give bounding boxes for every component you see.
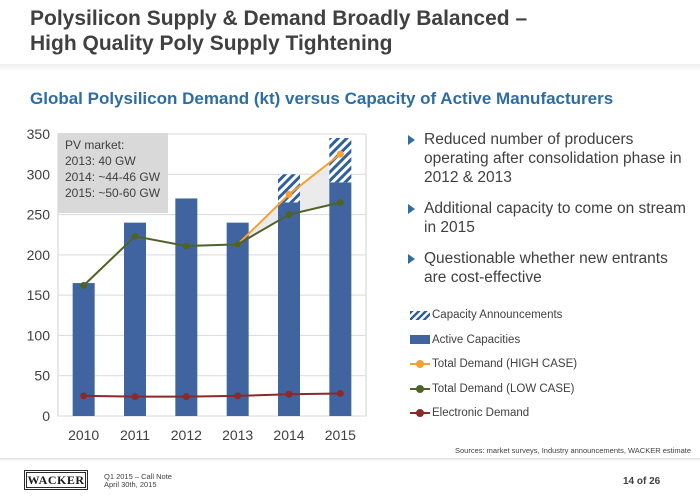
series-point: [285, 190, 293, 198]
series-point: [182, 393, 190, 401]
series-line: [83, 392, 341, 398]
triangle-bullet-icon: [408, 135, 415, 145]
legend-item-demand-low: Total Demand (LOW CASE): [410, 377, 577, 402]
legend-label: Total Demand (LOW CASE): [432, 382, 575, 395]
bar-active-capacity: [226, 222, 249, 416]
title-divider: [0, 64, 700, 72]
series-point: [234, 240, 242, 248]
source-note: Sources: market surveys, Industry announ…: [455, 446, 692, 455]
bar-swatch-icon: [410, 335, 430, 345]
pv-market-box: [58, 133, 168, 213]
line-marker-swatch-icon: [410, 358, 430, 370]
series-point: [234, 392, 242, 400]
bar-active-capacity: [72, 283, 95, 416]
wacker-logo: WACKER: [24, 470, 88, 490]
pv-market-line4: 2015: ~50-60 GW: [65, 186, 161, 200]
bullet-text: Reduced number of producers operating af…: [424, 131, 682, 186]
slide-title-line1: Polysilicon Supply & Demand Broadly Bala…: [30, 7, 528, 30]
slide-title: Polysilicon Supply & Demand Broadly Bala…: [30, 6, 590, 56]
y-tick-label: 50: [34, 368, 50, 384]
pv-market-line1: PV market:: [65, 138, 124, 152]
triangle-bullet-icon: [408, 204, 415, 214]
line-marker-swatch-icon: [410, 407, 430, 419]
x-tick-label: 2010: [68, 427, 99, 443]
y-tick-label: 350: [27, 126, 51, 142]
chart-subtitle: Global Polysilicon Demand (kt) versus Ca…: [30, 89, 614, 108]
bar-active-capacity: [124, 222, 146, 416]
line-marker-swatch-icon: [410, 383, 430, 395]
slide-title-line2: High Quality Poly Supply Tightening: [30, 32, 393, 55]
legend-item-electronic-demand: Electronic Demand: [410, 401, 577, 426]
series-point: [131, 232, 139, 240]
bullet-item: Additional capacity to come on stream in…: [408, 199, 688, 237]
pv-market-line2: 2013: 40 GW: [65, 154, 136, 168]
bar-active-capacity: [278, 202, 300, 416]
bullet-text: Additional capacity to come on stream in…: [424, 200, 686, 236]
x-tick-label: 2011: [120, 427, 150, 443]
series-point: [285, 211, 293, 219]
series-point: [131, 393, 139, 401]
x-tick-label: 2015: [325, 427, 356, 443]
series-point: [182, 242, 190, 250]
x-tick-label: 2012: [171, 427, 202, 443]
bar-active-capacity: [329, 182, 352, 416]
chart: 0 50 100 150 200 250 300 350 2010 2011 2012 2013 201…: [27, 126, 367, 443]
logo-text: WACKER: [27, 472, 85, 487]
series-point: [80, 281, 88, 289]
bar-capacity-announcement: [278, 174, 300, 203]
y-tick-label: 200: [27, 247, 51, 263]
y-tick-label: 250: [27, 207, 51, 223]
x-tick-label: 2014: [273, 427, 304, 443]
y-tick-label: 0: [42, 408, 50, 424]
legend-item-active-capacities: Active Capacities: [410, 328, 577, 353]
bullet-item: Questionable whether new entrants are co…: [408, 249, 688, 287]
y-tick-label: 300: [27, 166, 51, 182]
legend-item-demand-high: Total Demand (HIGH CASE): [410, 352, 577, 377]
footer-note-line2: April 30th, 2015: [104, 480, 157, 489]
chart-legend: Capacity Announcements Active Capacities…: [410, 303, 577, 426]
legend-label: Electronic Demand: [432, 407, 530, 420]
bar-active-capacity: [175, 198, 198, 416]
bullet-item: Reduced number of producers operating af…: [408, 130, 688, 187]
series-point: [336, 150, 344, 158]
bullet-text: Questionable whether new entrants are co…: [424, 250, 668, 286]
bullet-list: Reduced number of producers operating af…: [408, 130, 688, 299]
legend-label: Capacity Announcements: [432, 309, 563, 322]
series-point: [80, 392, 88, 400]
legend-item-capacity-announcements: Capacity Announcements: [410, 303, 577, 328]
bar-capacity-announcement: [329, 138, 352, 183]
footer-note: Q1 2015 – Call Note April 30th, 2015: [104, 473, 172, 489]
series-point: [285, 390, 293, 398]
y-tick-label: 150: [27, 287, 51, 303]
footer-note-line1: Q1 2015 – Call Note: [104, 472, 172, 481]
y-tick-label: 100: [27, 327, 51, 343]
legend-label: Total Demand (HIGH CASE): [432, 358, 578, 371]
footer-divider: [0, 458, 700, 461]
series-point: [336, 389, 344, 397]
triangle-bullet-icon: [408, 254, 415, 264]
page-number: 14 of 26: [623, 476, 661, 487]
legend-label: Active Capacities: [432, 333, 521, 346]
pv-market-line3: 2014: ~44-46 GW: [65, 170, 161, 184]
hatch-swatch-icon: [410, 310, 430, 320]
x-tick-label: 2013: [222, 427, 253, 443]
series-line: [82, 201, 341, 287]
series-point: [336, 198, 344, 206]
